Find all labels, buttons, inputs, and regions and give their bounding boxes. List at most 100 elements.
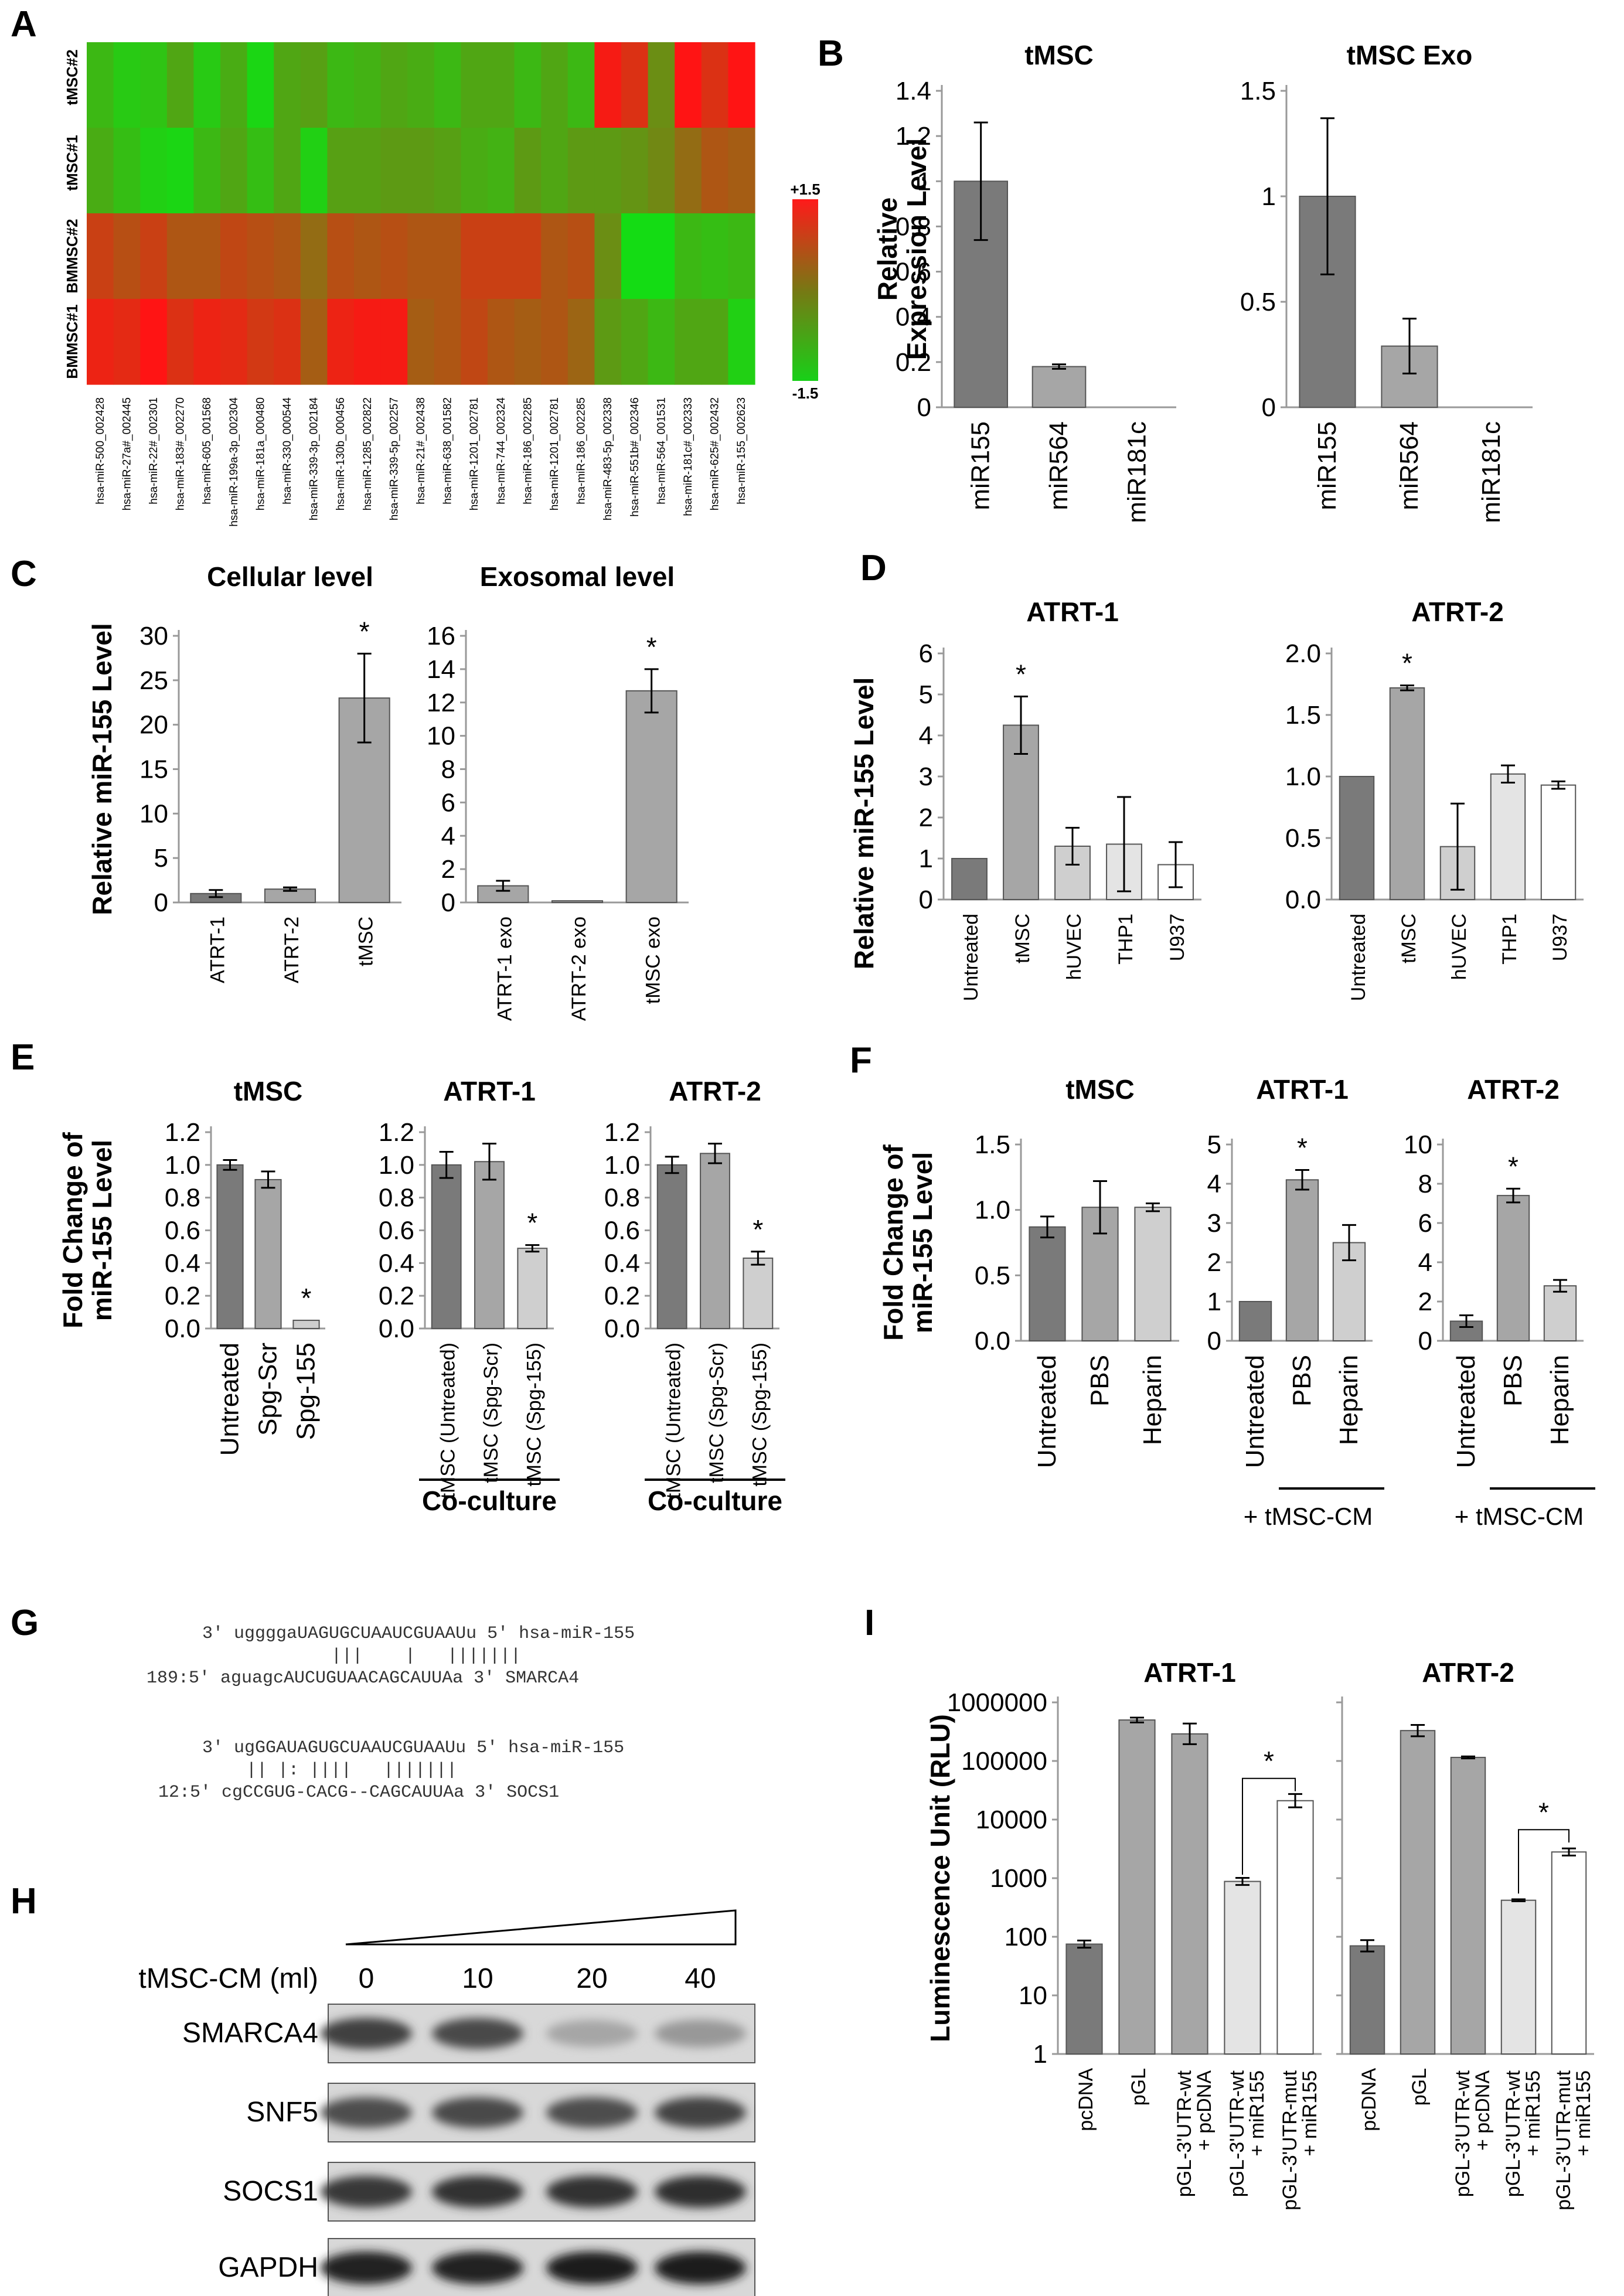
heatmap-cell: [300, 213, 328, 299]
significance-marker: *: [753, 1214, 763, 1245]
significance-marker: *: [1297, 1133, 1308, 1163]
heatmap-cell: [541, 128, 568, 214]
heatmap-cell: [380, 128, 408, 214]
panel-letter-d: D: [860, 548, 887, 588]
heatmap-cell: [407, 299, 435, 385]
x-tick-label: miR181c: [1122, 421, 1151, 523]
chart-title: ATRT-1: [1256, 1074, 1349, 1105]
x-tick-label: Untreated: [1452, 1355, 1480, 1468]
bar: [1224, 1881, 1261, 2055]
heatmap-cell: [567, 299, 595, 385]
heatmap-cell: [648, 213, 675, 299]
bar: [1031, 366, 1087, 408]
heatmap-cell: [701, 213, 728, 299]
heatmap-cell: [300, 299, 328, 385]
y-tick-label: 0.0: [165, 1314, 200, 1343]
x-tick-label: Spg-Scr: [254, 1343, 282, 1436]
y-tick-label: 0.0: [975, 1327, 1010, 1355]
y-tick-label: 1.4: [896, 77, 931, 105]
heatmap-cell: [675, 128, 702, 214]
dose-label: 10: [462, 1963, 493, 1994]
x-tick-label-line2: + miR155: [1522, 2070, 1544, 2156]
y-tick-label: 100000: [961, 1747, 1047, 1776]
y-tick-label: 0.0: [604, 1314, 640, 1343]
x-tick-label: Untreated: [1347, 914, 1370, 1001]
heatmap-cell: [648, 42, 675, 128]
heatmap-cell: [514, 128, 542, 214]
chart-e2: ATRT-1 0.0 0.2 0.4 0.6 0.8 1.0 1.2 tMSC (Untreat…: [379, 1076, 560, 1516]
heatmap-cell: [166, 128, 194, 214]
heatmap-column-label: hsa-miR-21#_002438: [415, 397, 427, 505]
x-tick-label: tMSC (Spg-155): [523, 1343, 545, 1487]
heatmap-cell: [567, 213, 595, 299]
heatmap-cell: [621, 299, 649, 385]
chart-b2: tMSC Exo 0 0.5 1 1.5 miR155 miR564 miR181c: [1240, 40, 1533, 523]
chart-title: ATRT-1: [1026, 597, 1119, 627]
heatmap-column-label: hsa-miR-605_001568: [201, 397, 213, 505]
heatmap-cell: [327, 299, 355, 385]
heatmap-cell: [380, 42, 408, 128]
heatmap-cell: [166, 42, 194, 128]
heatmap-cell: [113, 42, 141, 128]
heatmap-cell: [728, 128, 755, 214]
heatmap-column-label: hsa-miR-186_002285: [522, 397, 534, 505]
bar: [1171, 1733, 1208, 2055]
western-blot-panel: tMSC-CM (ml) 0 10 20 40 SMARCA4 SNF5 SOCS1 GAPDH: [138, 1909, 755, 2296]
x-tick-label-line2: + pcDNA: [1193, 2070, 1216, 2151]
chart-title: Exosomal level: [480, 561, 675, 592]
heatmap-row-label: tMSC#1: [63, 135, 81, 190]
heatmap-cell: [193, 42, 221, 128]
y-tick-label: 0.2: [379, 1282, 414, 1310]
protein-label: SMARCA4: [182, 2018, 318, 2049]
heatmap-cell: [327, 42, 355, 128]
chart-title: tMSC: [234, 1076, 303, 1106]
heatmap-cell: [87, 128, 114, 214]
panel-letter-f: F: [850, 1040, 872, 1081]
heatmap-cell: [247, 213, 274, 299]
heatmap-cell: [728, 42, 755, 128]
y-tick-label: 1.5: [1285, 701, 1321, 730]
bar: [1285, 1179, 1319, 1342]
y-tick-label: 1.2: [165, 1118, 200, 1147]
heatmap-cell: [461, 299, 488, 385]
x-tick-label: hUVEC: [1063, 914, 1085, 980]
heatmap-cell: [300, 128, 328, 214]
y-tick-label: 5: [1207, 1130, 1221, 1159]
y-tick-label: 2: [1418, 1287, 1432, 1316]
y-tick-label: 0.0: [1285, 885, 1321, 914]
heatmap-cell: [701, 128, 728, 214]
chart-title: tMSC: [1065, 1074, 1135, 1105]
x-tick-label: hUVEC: [1448, 914, 1470, 980]
protein-label: SOCS1: [223, 2176, 318, 2207]
heatmap-cell: [220, 213, 248, 299]
heatmap-cell: [247, 42, 274, 128]
heatmap-column-label: hsa-miR-1201_002781: [468, 397, 481, 510]
heatmap-row-label: BMMSC#2: [63, 219, 81, 293]
y-tick-label: 1: [1033, 2040, 1047, 2069]
heatmap-column-label: hsa-miR-181c#_002333: [682, 397, 694, 516]
x-tick-label: tMSC (Untreated): [663, 1343, 685, 1498]
protein-band: [432, 2097, 523, 2128]
color-scale-min-label: -1.5: [792, 384, 819, 402]
protein-band: [432, 2175, 523, 2208]
chart-title: ATRT-2: [1422, 1657, 1514, 1688]
significance-marker: *: [1402, 648, 1412, 679]
panel-letter-a: A: [11, 4, 37, 45]
bar: [551, 900, 604, 903]
heatmap-cell: [247, 299, 274, 385]
x-tick-label: tMSC (Untreated): [437, 1343, 459, 1498]
bar: [1238, 1301, 1272, 1341]
bar: [656, 1164, 687, 1330]
y-tick-label: 4: [1418, 1248, 1432, 1277]
mir155-sequence-a: 3' uggggaUAGUGCUAAUCGUAAUu 5' hsa-miR-15…: [202, 1624, 635, 1644]
heatmap-cell: [300, 42, 328, 128]
x-tick-label: ATRT-2: [281, 917, 303, 983]
heatmap-column-label: hsa-miR-130b_000456: [335, 397, 347, 510]
heatmap-cell: [621, 213, 649, 299]
group-label: + tMSC-CM: [1244, 1503, 1373, 1530]
socs1-target-sequence: 12:5' cgCCGUG-CACG--CAGCAUUAa 3' SOCS1: [158, 1783, 559, 1803]
heatmap-cell: [461, 128, 488, 214]
heatmap-cell: [193, 128, 221, 214]
protein-band: [546, 2019, 638, 2048]
